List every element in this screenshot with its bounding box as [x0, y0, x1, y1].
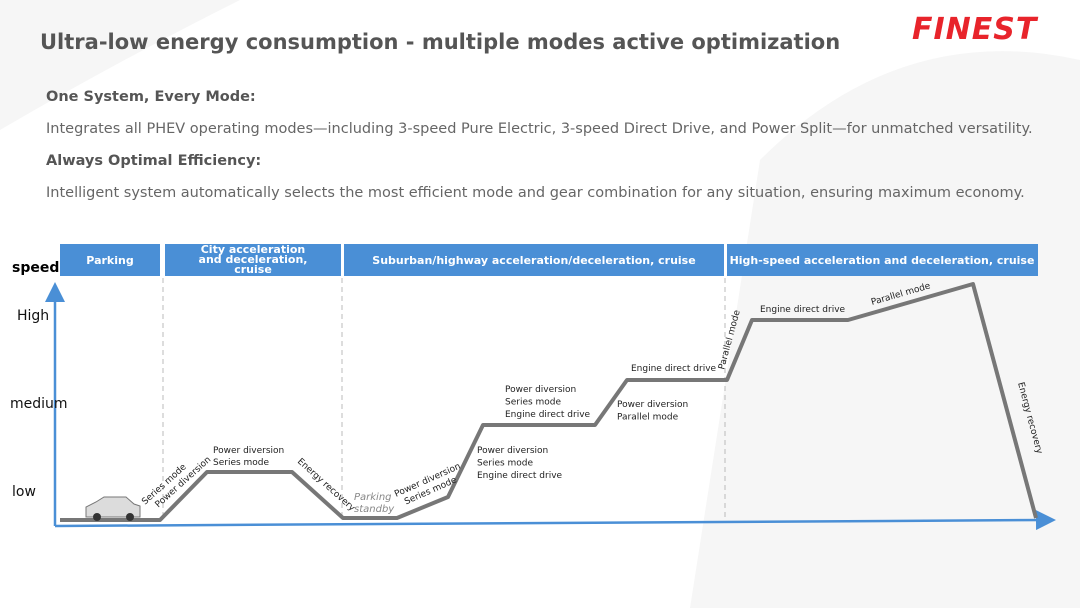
- level-label: medium: [10, 396, 68, 412]
- annotation: Parallel mode: [717, 309, 743, 371]
- paragraph: Integrates all PHEV operating modes—incl…: [46, 121, 1033, 137]
- phase-label: City acceleration and deceleration, crui…: [198, 244, 308, 276]
- bg-shape: [690, 51, 1080, 608]
- annotation: Engine direct drive: [631, 364, 717, 374]
- annotation-line: Series mode: [505, 398, 562, 408]
- annotation-line: Power diversion: [477, 446, 548, 456]
- logo: FINEST: [912, 12, 1038, 47]
- heading: Always Optimal Efficiency:: [46, 153, 262, 169]
- bg-shape: [0, 0, 240, 130]
- annotation: Parking standby: [354, 492, 395, 515]
- heading: One System, Every Mode:: [46, 89, 256, 105]
- annotation-line: standby: [354, 504, 395, 515]
- annotation-line: Parking: [354, 492, 392, 503]
- phase-box: [727, 244, 1038, 276]
- annotation: Energy recovery: [1015, 381, 1044, 455]
- phase-label: High-speed acceleration and deceleration…: [730, 254, 1035, 267]
- car-body: [85, 496, 141, 518]
- phase-box: [344, 244, 724, 276]
- axis-label: speed: [12, 260, 59, 276]
- annotation-line: Power diversion: [505, 385, 576, 395]
- wheel: [126, 513, 134, 521]
- title: Ultra-low energy consumption - multiple …: [40, 30, 841, 54]
- x-axis: [54, 510, 1056, 531]
- annotation: Engine direct drive: [760, 305, 846, 315]
- dividers: [162, 278, 726, 518]
- phase-wrap: City acceleration and deceleration, crui…: [198, 244, 308, 276]
- car: [85, 496, 141, 521]
- level-label: low: [12, 484, 36, 500]
- annotation: Power diversion Series mode: [213, 446, 284, 468]
- level-label: High: [17, 308, 49, 324]
- annotation-line: Series mode: [477, 459, 534, 469]
- wheel: [93, 513, 101, 521]
- speed-profile: [60, 282, 1038, 522]
- phase-label: Parking: [86, 254, 133, 267]
- annotation: Power diversion Parallel mode: [617, 400, 688, 423]
- phase-label: Suburban/highway acceleration/decelerati…: [372, 254, 695, 267]
- annotation: Power diversion Series mode Engine direct …: [477, 446, 563, 481]
- annotation-line: Series mode: [213, 458, 270, 468]
- annotation-line: Engine direct drive: [477, 471, 563, 481]
- annotations: Series mode Power diversion Power diversi…: [140, 281, 1044, 515]
- annotation-line: Engine direct drive: [505, 410, 591, 420]
- phase-boxes: Parking City acceleration and decelerati…: [60, 244, 1038, 276]
- annotation-line: Power diversion: [213, 446, 284, 456]
- phase-box: [165, 244, 341, 276]
- annotation-line: Power diversion: [617, 400, 688, 410]
- annotation: Power diversion Series mode Engine direct …: [505, 385, 591, 420]
- annotation-line: Parallel mode: [617, 413, 679, 423]
- paragraph: Intelligent system automatically selects…: [46, 185, 1025, 201]
- phase-box: [60, 244, 160, 276]
